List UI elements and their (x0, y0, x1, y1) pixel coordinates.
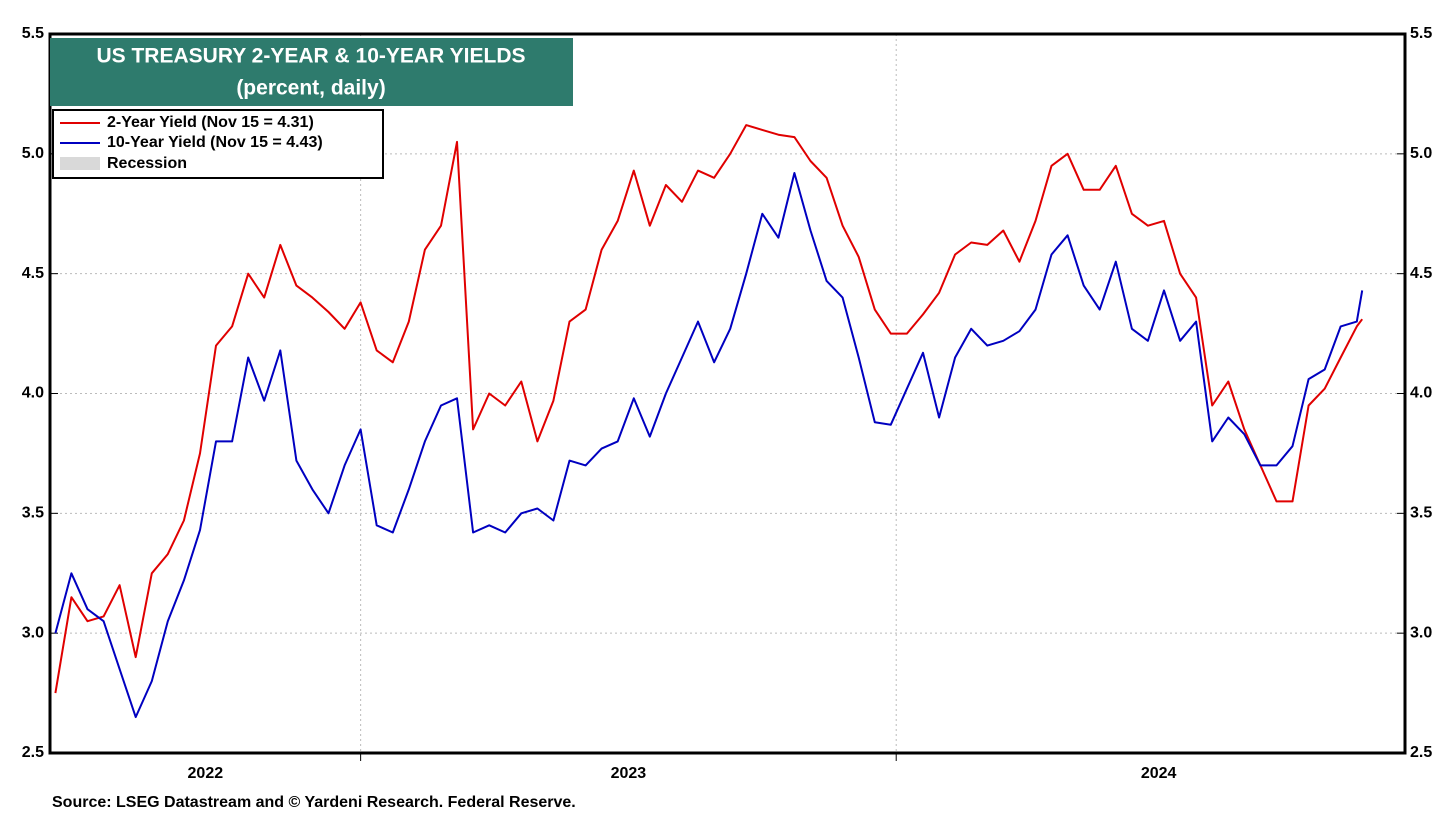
legend-label: Recession (107, 155, 187, 172)
y-tick-label: 5.0 (22, 145, 44, 162)
x-tick-label: 2024 (1141, 765, 1177, 782)
chart-subtitle: (percent, daily) (236, 77, 385, 100)
y-tick-label: 2.5 (22, 744, 44, 761)
y2-tick-label: 4.0 (1410, 385, 1432, 402)
series-line (54, 124, 1363, 694)
legend-swatch (60, 157, 100, 170)
x-tick-label: 2022 (188, 765, 224, 782)
chart-title: US TREASURY 2-YEAR & 10-YEAR YIELDS (96, 45, 525, 68)
title-box (50, 38, 573, 106)
y2-tick-label: 5.5 (1410, 25, 1432, 42)
y-tick-label: 5.5 (22, 25, 44, 42)
y2-tick-label: 2.5 (1410, 744, 1432, 761)
legend-box (52, 109, 384, 179)
y2-tick-label: 3.0 (1410, 624, 1432, 641)
y-tick-label: 4.5 (22, 265, 44, 282)
legend-label: 2-Year Yield (Nov 15 = 4.31) (107, 114, 314, 131)
y-tick-label: 4.0 (22, 385, 44, 402)
source-note: Source: LSEG Datastream and © Yardeni Re… (52, 794, 576, 811)
y2-tick-label: 3.5 (1410, 505, 1432, 522)
x-tick-label: 2023 (611, 765, 647, 782)
y2-tick-label: 4.5 (1410, 265, 1432, 282)
legend-label: 10-Year Yield (Nov 15 = 4.43) (107, 134, 323, 151)
y2-tick-label: 5.0 (1410, 145, 1432, 162)
y-tick-label: 3.0 (22, 624, 44, 641)
series-line (54, 172, 1364, 719)
plot-frame (48, 32, 1407, 755)
y-tick-label: 3.5 (22, 505, 44, 522)
